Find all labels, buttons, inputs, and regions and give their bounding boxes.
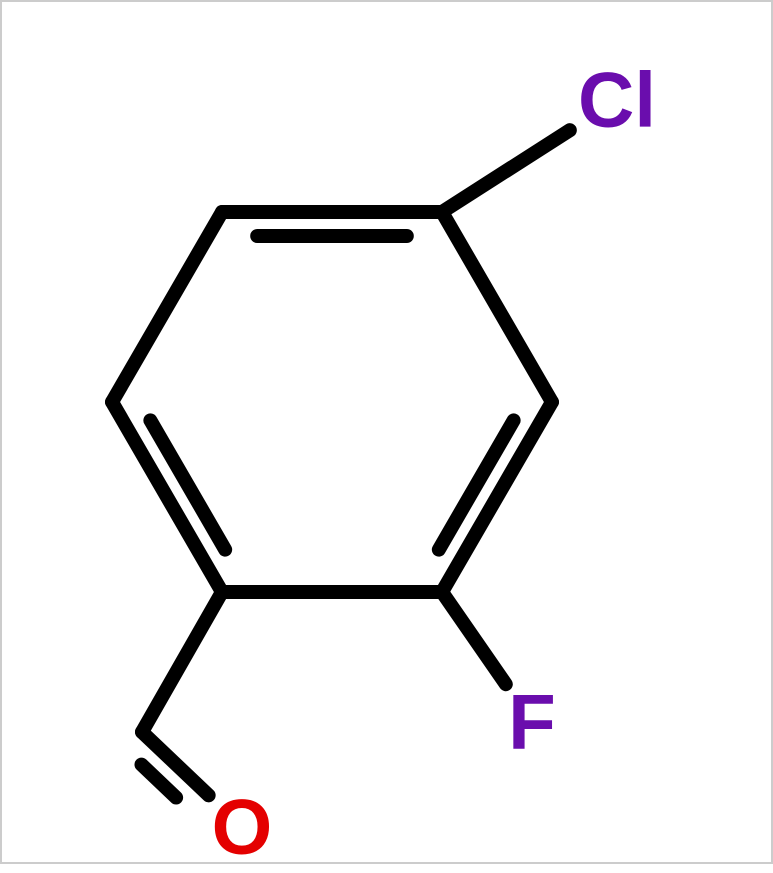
atom-label-f: F — [508, 677, 556, 768]
molecule-canvas: ClFO — [0, 0, 773, 864]
atom-label-cl: Cl — [578, 55, 656, 146]
atom-label-o: O — [212, 782, 273, 873]
bond-layer — [2, 2, 773, 866]
